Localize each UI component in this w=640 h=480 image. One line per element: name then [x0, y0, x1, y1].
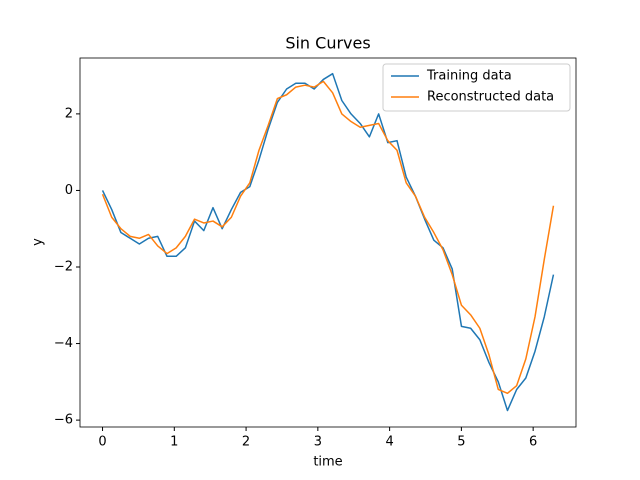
legend-label: Training data: [426, 69, 512, 84]
x-axis-label: time: [313, 455, 342, 470]
data-line: [101, 72, 555, 412]
plot-frame: [79, 57, 577, 428]
x-tick-label: 5: [457, 435, 465, 450]
y-tick-label: 2: [65, 106, 73, 121]
legend-label: Reconstructed data: [427, 90, 554, 105]
chart-title: Sin Curves: [285, 34, 370, 53]
y-tick-label: 0: [65, 183, 73, 198]
y-axis-label: y: [31, 238, 46, 246]
y-tick-label: −2: [54, 259, 73, 274]
legend-box: [382, 63, 571, 112]
x-tick-label: 4: [385, 435, 393, 450]
y-tick-label: −6: [54, 413, 73, 428]
x-tick-label: 2: [242, 435, 250, 450]
x-tick-label: 0: [98, 435, 106, 450]
data-line: [101, 80, 555, 395]
x-tick-label: 6: [529, 435, 537, 450]
x-tick-label: 1: [170, 435, 178, 450]
y-tick-label: −4: [54, 336, 73, 351]
x-tick-label: 3: [314, 435, 322, 450]
